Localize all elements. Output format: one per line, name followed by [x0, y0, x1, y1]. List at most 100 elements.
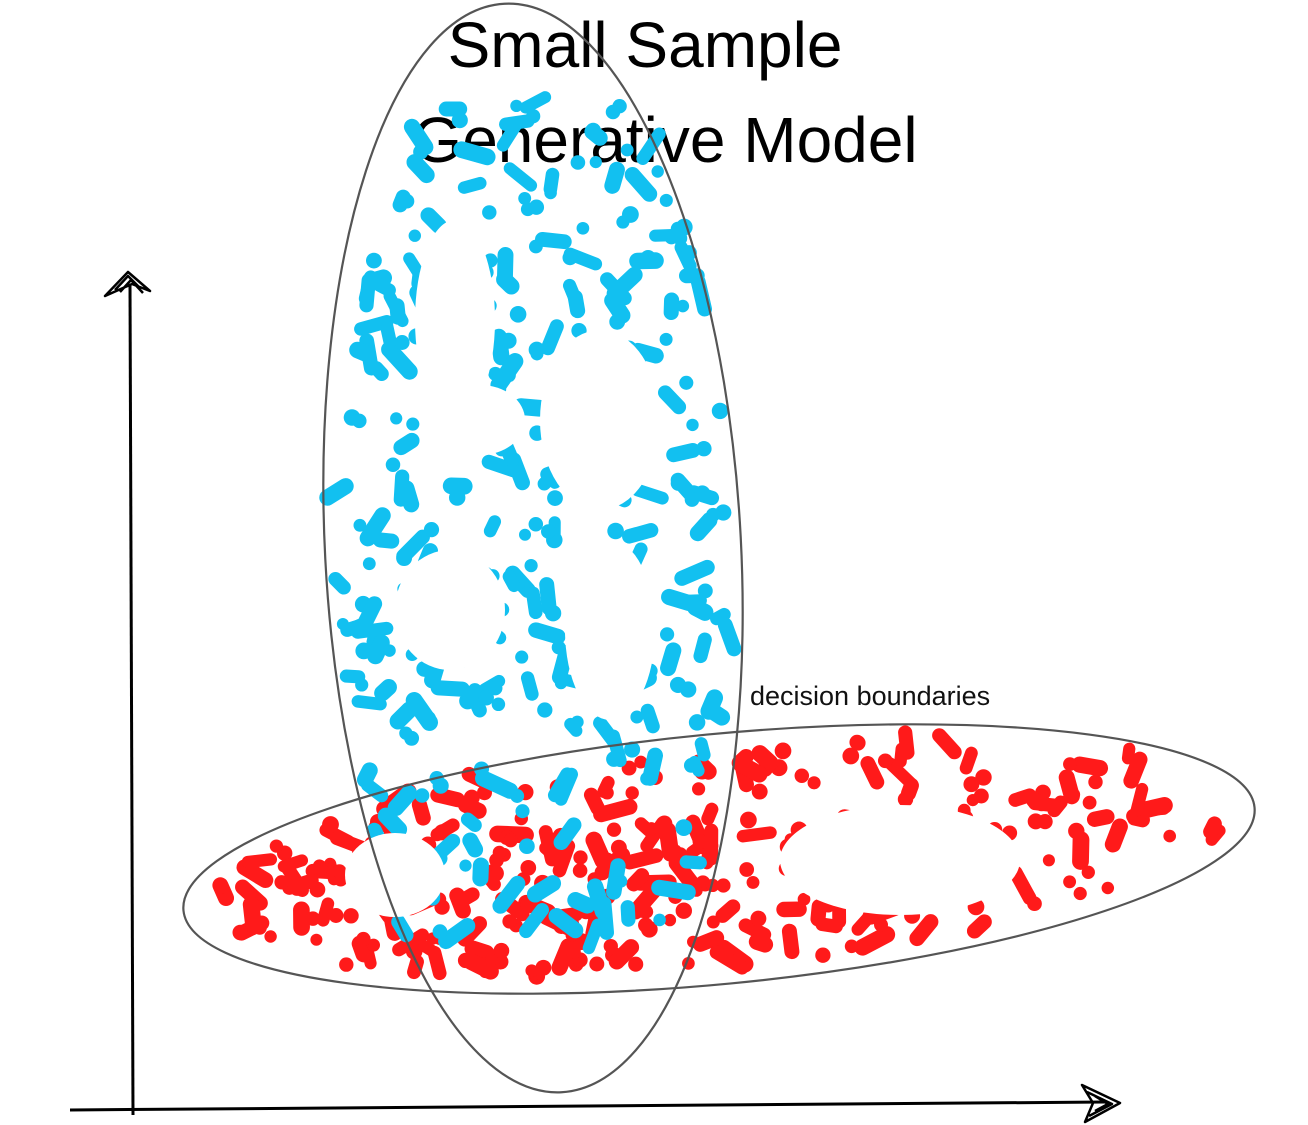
- class-b-point: [966, 914, 992, 939]
- class-a-point: [519, 903, 549, 939]
- class-b-point: [732, 755, 768, 783]
- class-a-point: [717, 617, 742, 657]
- class-b-point: [854, 926, 896, 956]
- class-a-point: [526, 586, 543, 620]
- class-b-point: [709, 945, 749, 975]
- class-a-boundary-ellipse: [322, 2, 744, 1094]
- class-a-point: [396, 529, 430, 564]
- gap-region: [395, 550, 505, 670]
- title-line-1: Small Sample: [448, 9, 843, 81]
- gap-region: [540, 330, 660, 510]
- class-a-point: [502, 570, 521, 593]
- class-b-point: [1008, 865, 1037, 905]
- class-a-point: [483, 515, 502, 538]
- class-a-point: [528, 622, 566, 645]
- class-a-sample-points: [319, 91, 742, 955]
- class-a-point: [354, 596, 383, 636]
- class-a-point: [453, 141, 496, 166]
- class-a-point: [496, 271, 520, 295]
- class-b-point: [392, 928, 430, 957]
- class-a-point: [694, 737, 711, 762]
- class-a-point: [359, 507, 391, 547]
- class-a-point: [403, 118, 434, 156]
- gap-region: [435, 385, 525, 455]
- gap-region: [415, 220, 495, 420]
- class-a-point: [356, 762, 378, 788]
- class-a-point: [519, 91, 552, 114]
- class-b-point: [361, 943, 377, 970]
- class-b-point: [608, 939, 640, 970]
- class-a-point: [661, 588, 698, 612]
- class-b-point: [1071, 756, 1109, 777]
- class-a-point: [358, 270, 378, 306]
- class-a-point: [535, 231, 572, 250]
- class-a-point: [687, 598, 714, 621]
- class-a-point: [658, 385, 687, 415]
- class-a-point: [693, 632, 712, 664]
- class-b-point: [658, 821, 680, 862]
- class-a-point: [701, 701, 731, 726]
- class-b-point: [1136, 800, 1171, 817]
- class-a-point: [377, 807, 408, 838]
- class-a-point: [640, 703, 660, 734]
- class-b-point: [241, 853, 278, 869]
- class-a-point: [551, 644, 574, 685]
- class-a-point: [689, 512, 718, 542]
- class-b-point: [430, 787, 466, 808]
- class-b-point: [282, 873, 319, 895]
- class-a-point: [606, 858, 626, 900]
- class-b-point: [411, 796, 431, 826]
- class-b-point: [1123, 751, 1148, 789]
- class-b-point: [738, 918, 772, 942]
- class-b-point: [692, 930, 725, 952]
- class-b-point: [242, 896, 262, 934]
- decision-boundaries-label: decision boundaries: [750, 681, 990, 711]
- class-b-point: [781, 923, 800, 960]
- class-a-point: [462, 683, 483, 705]
- class-a-point: [567, 892, 596, 914]
- class-b-point: [457, 796, 487, 819]
- class-a-point: [490, 328, 510, 366]
- class-a-point: [622, 523, 659, 544]
- class-b-point: [622, 848, 664, 870]
- class-a-point: [393, 469, 410, 507]
- class-a-point: [629, 342, 664, 364]
- class-a-point: [631, 483, 669, 505]
- class-a-point: [604, 292, 631, 324]
- class-b-point: [626, 868, 650, 892]
- class-a-point: [328, 571, 351, 595]
- class-b-point: [236, 859, 274, 888]
- class-a-point: [547, 767, 575, 803]
- class-a-point: [651, 879, 696, 901]
- class-a-point: [339, 669, 366, 684]
- gap-region: [565, 540, 655, 720]
- class-a-point: [710, 607, 731, 626]
- class-a-point: [403, 252, 425, 280]
- class-b-point: [909, 914, 939, 947]
- class-b-point: [815, 917, 843, 934]
- class-b-point: [748, 933, 774, 953]
- class-b-point: [898, 725, 915, 760]
- class-b-point: [932, 728, 962, 760]
- class-b-point: [668, 855, 702, 894]
- class-a-point: [481, 454, 521, 478]
- class-a-point: [472, 857, 489, 887]
- class-b-point: [736, 826, 777, 843]
- gap-region: [345, 833, 445, 917]
- class-a-point: [462, 832, 484, 858]
- class-a-point: [636, 127, 666, 165]
- class-b-point: [1203, 816, 1222, 840]
- class-a-point: [379, 316, 397, 349]
- class-b-point: [1130, 782, 1149, 817]
- class-a-point: [405, 692, 438, 731]
- class-a-point: [660, 642, 682, 677]
- class-a-point: [540, 319, 564, 356]
- class-a-point: [374, 679, 397, 702]
- class-a-point: [496, 117, 523, 152]
- class-a-point: [420, 207, 447, 234]
- class-a-point: [567, 289, 586, 319]
- class-a-point: [475, 770, 519, 799]
- class-a-point: [372, 532, 400, 549]
- class-a-point: [666, 442, 701, 463]
- class-a-point: [679, 855, 707, 870]
